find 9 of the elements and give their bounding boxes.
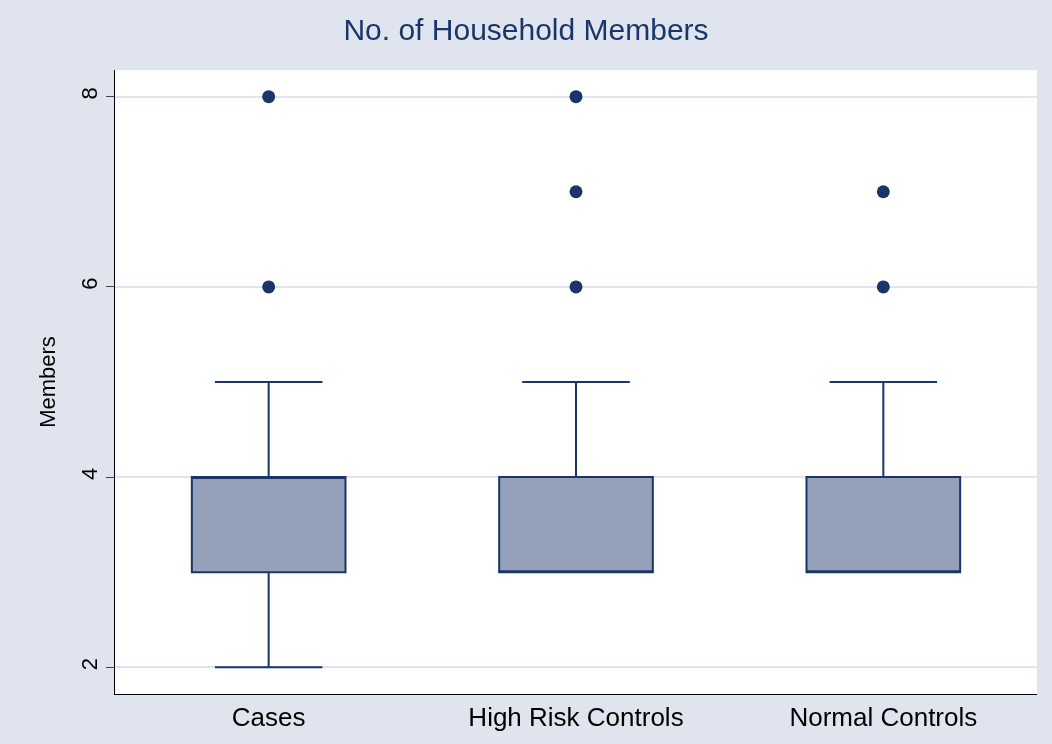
- x-tick-label: High Risk Controls: [468, 702, 684, 733]
- y-tick-label: 8: [77, 87, 103, 100]
- y-tick-label: 6: [77, 277, 103, 290]
- x-tick-label: Normal Controls: [789, 702, 978, 733]
- x-tick-label: Cases: [231, 702, 306, 733]
- y-tick-label: 2: [77, 657, 103, 671]
- chart-title: No. of Household Members: [343, 12, 709, 46]
- y-tick-label: 4: [77, 467, 103, 480]
- y-axis-title: Members: [35, 336, 60, 428]
